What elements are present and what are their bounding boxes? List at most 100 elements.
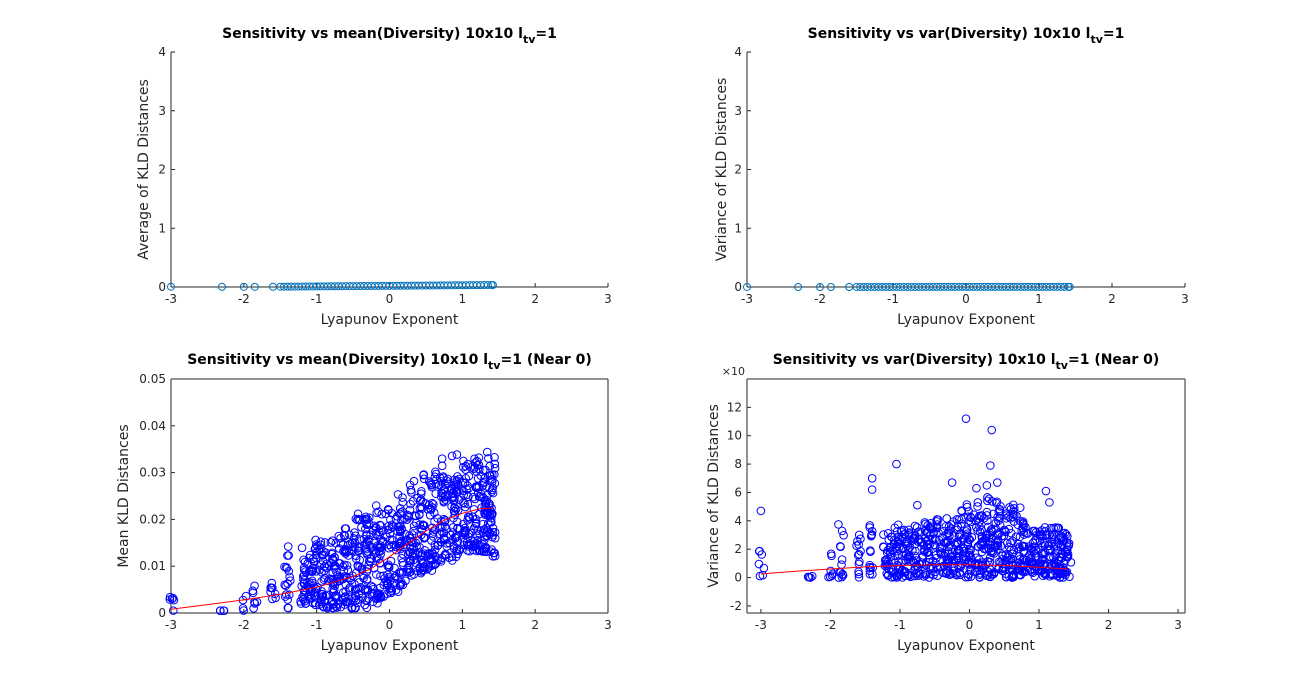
data-point — [461, 465, 470, 474]
data-point — [490, 470, 499, 479]
data-point — [473, 526, 483, 535]
data-point — [490, 533, 500, 543]
y-tick-label: 10 — [727, 429, 742, 443]
data-point — [471, 519, 481, 529]
data-point — [387, 508, 397, 518]
fit-line — [760, 564, 1069, 575]
data-point — [887, 532, 896, 542]
data-point — [281, 562, 291, 572]
data-point — [827, 551, 836, 561]
data-point — [946, 552, 956, 562]
data-point — [973, 502, 982, 511]
data-point — [331, 602, 341, 611]
data-point — [479, 477, 489, 487]
data-point — [955, 562, 964, 571]
data-point — [963, 540, 972, 549]
data-point — [881, 557, 891, 566]
data-point — [419, 470, 428, 480]
outlier-point — [756, 506, 766, 516]
data-point — [488, 523, 498, 533]
data-point — [982, 511, 992, 520]
x-tick-label: 3 — [604, 292, 612, 306]
data-point — [331, 591, 340, 600]
data-point — [997, 531, 1007, 541]
data-point — [984, 494, 994, 504]
data-point — [854, 530, 864, 540]
data-point — [1011, 532, 1021, 541]
data-point — [344, 585, 354, 594]
y-tick-label: 0.04 — [139, 419, 166, 433]
data-point — [319, 602, 328, 612]
title-subscript: tv — [488, 359, 501, 372]
data-point — [239, 282, 248, 291]
y-tick-label: 1 — [734, 221, 742, 235]
data-point — [351, 514, 361, 524]
y-tick-label: 0 — [734, 571, 742, 585]
data-point — [485, 475, 495, 485]
data-point — [354, 578, 364, 587]
data-point — [417, 487, 426, 496]
title-subscript: tv — [1056, 359, 1069, 372]
data-point — [910, 551, 920, 561]
data-point — [884, 559, 894, 569]
data-point — [853, 550, 863, 560]
data-point — [490, 459, 500, 469]
data-point — [834, 520, 843, 529]
data-point — [415, 520, 425, 529]
data-point — [311, 535, 320, 545]
data-point — [283, 542, 293, 551]
data-point — [322, 559, 331, 569]
data-point — [910, 571, 919, 581]
data-point — [856, 534, 865, 544]
data-point — [443, 474, 453, 484]
outlier-point — [961, 414, 971, 424]
data-point — [1055, 572, 1065, 582]
data-point — [375, 520, 385, 530]
data-point — [300, 578, 309, 588]
data-point — [361, 514, 371, 524]
data-point — [1018, 519, 1028, 529]
x-tick-label: 2 — [531, 618, 539, 632]
data-point — [353, 509, 363, 519]
data-point — [362, 574, 372, 584]
data-point — [465, 514, 475, 523]
data-point — [385, 587, 394, 597]
data-point — [449, 506, 459, 516]
data-point — [1030, 526, 1039, 536]
y-tick-label: 0 — [158, 606, 166, 620]
subplot-3: -3 -2 -1 0 1 2 3 0 0.01 0.02 0.03 0.04 0.05 Sensitivi… — [116, 352, 612, 654]
data-point — [754, 547, 764, 556]
outlier-point — [867, 473, 877, 483]
title-main: Sensitivity vs var(Diversity) 10x10 l — [773, 352, 1056, 368]
data-point — [868, 570, 877, 579]
data-point — [920, 518, 930, 527]
data-point — [999, 525, 1009, 535]
data-point — [454, 545, 464, 554]
outlier-point — [986, 461, 995, 470]
x-tick-label: -1 — [311, 618, 323, 632]
data-point — [167, 282, 175, 291]
data-point — [473, 460, 482, 470]
outlier-point — [947, 478, 957, 487]
data-point — [385, 529, 395, 538]
title-suffix: =1 (Near 0) — [500, 352, 591, 368]
data-point — [377, 526, 387, 535]
data-point — [1049, 523, 1058, 533]
data-point — [385, 572, 394, 582]
x-tick-label: 0 — [966, 618, 974, 632]
data-point — [407, 537, 416, 546]
data-point — [458, 478, 468, 487]
data-point — [1035, 559, 1045, 569]
x-axis-label: Lyapunov Exponent — [321, 312, 459, 328]
y-tick-label: 0.01 — [139, 559, 166, 573]
data-point — [437, 461, 447, 471]
y-tick-label: 4 — [734, 45, 742, 59]
data-point — [1065, 282, 1074, 291]
data-point — [486, 513, 496, 523]
data-point — [398, 493, 407, 502]
title-suffix: =1 — [1103, 26, 1124, 42]
data-point — [351, 603, 360, 613]
data-point — [930, 540, 939, 550]
data-point — [912, 523, 922, 532]
